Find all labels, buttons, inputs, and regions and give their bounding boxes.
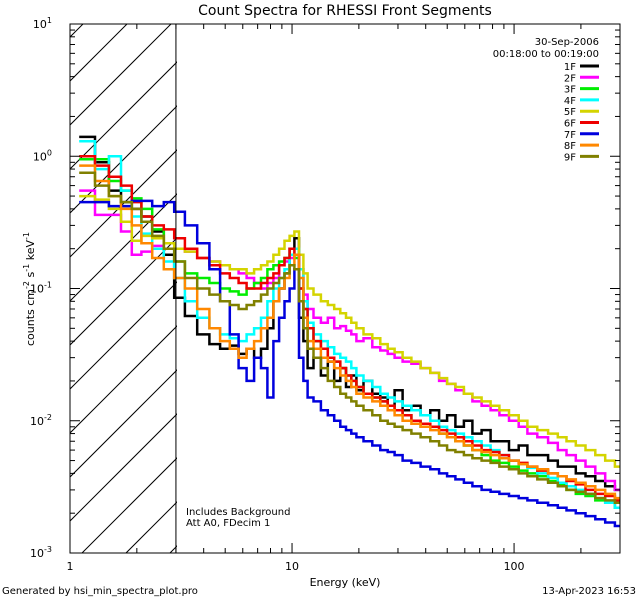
y-axis-label-exponent: -2 — [22, 281, 31, 289]
hatch-line — [70, 237, 177, 346]
hatch-line — [70, 61, 177, 170]
y-tick-labels: 10-3 10-2 10-1 100 101 — [30, 16, 52, 560]
x-axis-label: Energy (keV) — [310, 576, 381, 589]
legend-label-2F: 2F — [564, 73, 576, 84]
series-8F — [79, 164, 620, 500]
y-axis-label: counts cm-2 s-1 keV-1 — [22, 232, 37, 346]
series-7F — [79, 199, 620, 528]
y-axis-label-part: counts cm — [24, 289, 37, 346]
legend: 30-Sep-2006 00:18:00 to 00:19:00 1F2F3F4… — [493, 37, 599, 163]
footer-generator: Generated by hsi_min_spectra_plot.pro — [2, 586, 198, 597]
x-tick-label: 100 — [504, 560, 525, 573]
annotation-background: Includes Background — [186, 507, 290, 518]
legend-label-4F: 4F — [564, 96, 576, 107]
annotation-attenuator: Att A0, FDecim 1 — [186, 518, 270, 529]
series-layer — [79, 135, 620, 528]
x-tick-label: 10 — [285, 560, 299, 573]
hatch-line — [70, 193, 177, 302]
footer-timestamp: 13-Apr-2023 16:53 — [542, 586, 636, 597]
hatch-line — [70, 413, 177, 522]
hatch-line — [70, 24, 172, 126]
series-9F — [79, 171, 620, 504]
chart-title: Count Spectra for RHESSI Front Segments — [198, 3, 492, 19]
legend-label-7F: 7F — [564, 130, 576, 141]
legend-label-6F: 6F — [564, 119, 576, 130]
legend-label-1F: 1F — [564, 62, 576, 73]
x-tick-label: 1 — [67, 560, 74, 573]
y-tick-label: 10-1 — [30, 281, 52, 296]
y-tick-label: 10-3 — [30, 545, 52, 560]
legend-label-3F: 3F — [564, 85, 576, 96]
axis-ticks — [69, 24, 621, 554]
legend-label-5F: 5F — [564, 107, 576, 118]
x-tick-labels: 1 10 100 — [67, 560, 525, 573]
y-axis-label-exponent: -1 — [22, 264, 31, 272]
legend-label-9F: 9F — [564, 152, 576, 163]
y-tick-label: 100 — [33, 148, 52, 163]
y-axis-label-part: s — [24, 271, 37, 280]
y-axis-label-part: keV — [24, 240, 37, 264]
legend-label-8F: 8F — [564, 141, 576, 152]
hatch-line — [81, 457, 177, 553]
hatch-line — [70, 369, 177, 478]
excluded-energy-hatch — [70, 24, 177, 553]
y-axis-label-exponent: -1 — [22, 232, 31, 240]
legend-time-range: 00:18:00 to 00:19:00 — [493, 49, 599, 60]
legend-date: 30-Sep-2006 — [535, 37, 599, 48]
y-tick-label: 10-2 — [30, 413, 52, 428]
y-tick-label: 101 — [33, 16, 52, 31]
